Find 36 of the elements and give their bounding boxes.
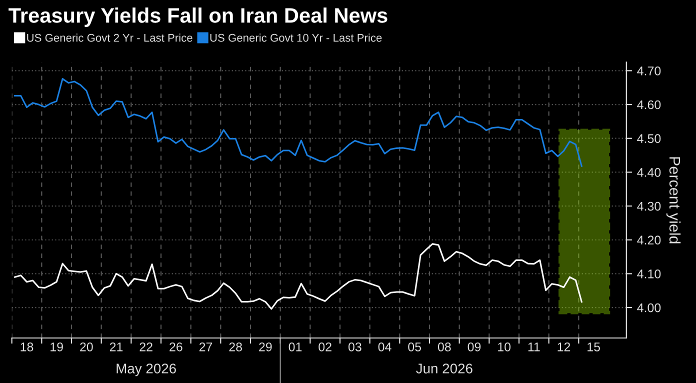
y-tick-label: 4.50 [637, 134, 661, 144]
y-tick-label: 4.70 [637, 66, 661, 76]
legend-label: US Generic Govt 10 Yr - Last Price [210, 34, 382, 42]
line-series [14, 78, 582, 167]
x-tick-label: 18 [20, 342, 34, 352]
x-tick-label: 05 [408, 342, 422, 352]
x-tick-label: 19 [50, 342, 63, 352]
x-tick-label: 10 [498, 342, 511, 352]
y-axis-title: Percent yield [666, 157, 681, 244]
y-tick-label: 4.30 [637, 202, 661, 211]
x-tick-label: 11 [528, 342, 540, 352]
x-tick-label: 01 [288, 342, 302, 352]
x-tick-label: 03 [348, 342, 362, 352]
x-tick-label: 08 [438, 342, 451, 352]
x-tick-label: 22 [140, 342, 152, 352]
x-tick-label: 21 [110, 342, 123, 352]
x-tick-label: 28 [229, 342, 242, 352]
legend-label: US Generic Govt 2 Yr - Last Price [27, 34, 192, 42]
chart-title: Treasury Yields Fall on Iran Deal News [8, 8, 388, 27]
x-tick-label: 15 [588, 342, 600, 352]
x-tick-label: 20 [80, 342, 93, 352]
y-tick-label: 4.60 [637, 100, 661, 110]
x-tick-label: 12 [558, 342, 570, 352]
y-tick-label: 4.10 [637, 270, 661, 278]
x-tick-label: 27 [199, 342, 212, 352]
text: May 2026 [116, 364, 176, 376]
x-tick-label: 26 [170, 342, 182, 352]
x-tick-label: 09 [468, 342, 481, 352]
y-tick-label: 4.00 [637, 303, 661, 312]
y-tick-label: 4.40 [637, 168, 661, 177]
x-tick-label: 04 [378, 342, 392, 352]
text: Jun 2026 [416, 364, 472, 374]
y-tick-label: 4.20 [637, 236, 661, 245]
x-tick-label: 02 [318, 342, 332, 352]
line-series [14, 243, 582, 310]
x-tick-label: 29 [259, 342, 272, 352]
